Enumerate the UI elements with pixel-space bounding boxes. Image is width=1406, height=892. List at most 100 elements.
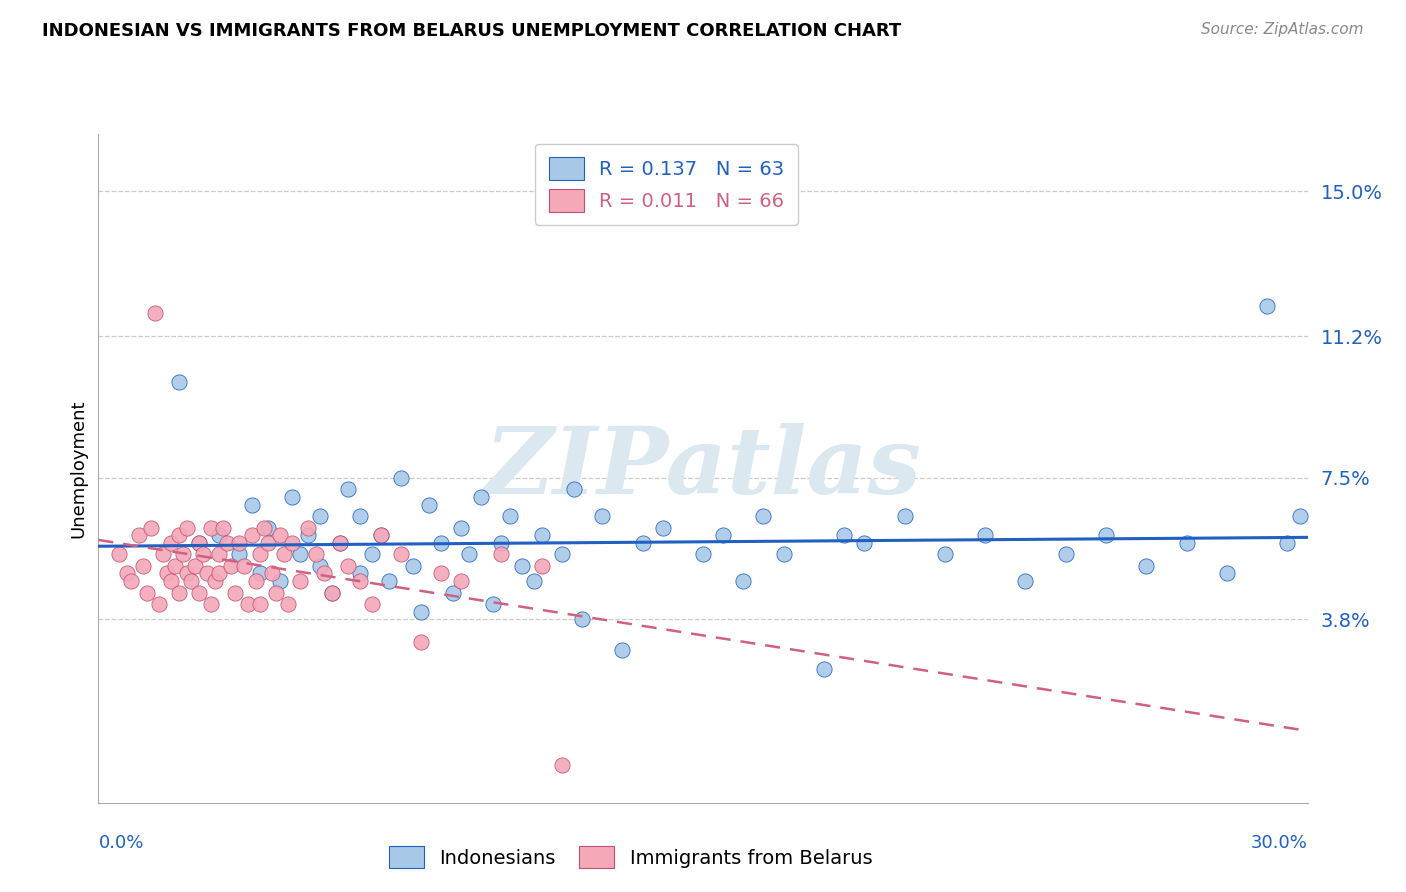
Point bbox=[458, 547, 481, 561]
Legend: Indonesians, Immigrants from Belarus: Indonesians, Immigrants from Belarus bbox=[377, 834, 884, 880]
Text: 30.0%: 30.0% bbox=[1251, 834, 1308, 852]
Point bbox=[240, 528, 263, 542]
Point bbox=[631, 536, 654, 550]
Point bbox=[236, 597, 259, 611]
Point bbox=[321, 585, 343, 599]
Point bbox=[228, 536, 250, 550]
Point bbox=[281, 490, 304, 504]
Point bbox=[148, 597, 170, 611]
Point bbox=[1256, 299, 1278, 313]
Point bbox=[195, 566, 218, 581]
Point bbox=[523, 574, 546, 588]
Point bbox=[297, 520, 319, 534]
Point bbox=[482, 597, 505, 611]
Point bbox=[1216, 566, 1239, 581]
Point bbox=[491, 547, 513, 561]
Point bbox=[217, 536, 239, 550]
Point bbox=[160, 574, 183, 588]
Point bbox=[221, 558, 243, 573]
Point bbox=[224, 585, 246, 599]
Point bbox=[470, 490, 492, 504]
Point bbox=[813, 662, 835, 676]
Point bbox=[249, 597, 271, 611]
Point bbox=[309, 558, 332, 573]
Point bbox=[361, 547, 384, 561]
Point bbox=[188, 536, 211, 550]
Point bbox=[208, 566, 231, 581]
Point bbox=[530, 528, 553, 542]
Point bbox=[409, 635, 432, 649]
Point bbox=[135, 585, 157, 599]
Point bbox=[188, 536, 211, 550]
Text: ZIPatlas: ZIPatlas bbox=[485, 424, 921, 513]
Point bbox=[208, 547, 231, 561]
Point bbox=[249, 547, 271, 561]
Point bbox=[498, 509, 520, 524]
Point bbox=[450, 520, 472, 534]
Point bbox=[349, 566, 371, 581]
Point bbox=[115, 566, 138, 581]
Point bbox=[772, 547, 794, 561]
Point bbox=[612, 643, 634, 657]
Point bbox=[269, 574, 291, 588]
Point bbox=[139, 520, 162, 534]
Point bbox=[253, 520, 276, 534]
Point bbox=[132, 558, 155, 573]
Point bbox=[1135, 558, 1157, 573]
Point bbox=[228, 547, 250, 561]
Point bbox=[530, 558, 553, 573]
Point bbox=[288, 547, 311, 561]
Point bbox=[551, 757, 574, 772]
Point bbox=[273, 547, 295, 561]
Point bbox=[389, 547, 412, 561]
Point bbox=[692, 547, 714, 561]
Point bbox=[212, 520, 235, 534]
Point bbox=[562, 483, 585, 497]
Point bbox=[1277, 536, 1299, 550]
Point bbox=[260, 566, 283, 581]
Point bbox=[200, 520, 222, 534]
Point bbox=[160, 536, 183, 550]
Point bbox=[349, 509, 371, 524]
Point bbox=[180, 574, 202, 588]
Point bbox=[329, 536, 352, 550]
Point bbox=[184, 558, 207, 573]
Point bbox=[551, 547, 574, 561]
Point bbox=[163, 558, 186, 573]
Point bbox=[1054, 547, 1077, 561]
Text: 0.0%: 0.0% bbox=[98, 834, 143, 852]
Point bbox=[733, 574, 755, 588]
Point bbox=[591, 509, 613, 524]
Point bbox=[167, 585, 190, 599]
Point bbox=[188, 585, 211, 599]
Point bbox=[167, 376, 190, 390]
Point bbox=[314, 566, 336, 581]
Point bbox=[337, 483, 360, 497]
Point bbox=[651, 520, 673, 534]
Point bbox=[571, 612, 593, 626]
Text: Source: ZipAtlas.com: Source: ZipAtlas.com bbox=[1201, 22, 1364, 37]
Point bbox=[240, 498, 263, 512]
Point bbox=[1175, 536, 1198, 550]
Point bbox=[1014, 574, 1036, 588]
Point bbox=[120, 574, 142, 588]
Point bbox=[389, 471, 412, 485]
Point bbox=[176, 520, 198, 534]
Point bbox=[176, 566, 198, 581]
Point bbox=[832, 528, 855, 542]
Point bbox=[232, 558, 254, 573]
Point bbox=[167, 528, 190, 542]
Point bbox=[264, 585, 287, 599]
Point bbox=[450, 574, 472, 588]
Point bbox=[974, 528, 997, 542]
Point bbox=[200, 597, 222, 611]
Point bbox=[172, 547, 194, 561]
Point bbox=[853, 536, 876, 550]
Point bbox=[370, 528, 392, 542]
Point bbox=[430, 536, 453, 550]
Point bbox=[269, 528, 291, 542]
Point bbox=[711, 528, 734, 542]
Point bbox=[107, 547, 129, 561]
Point bbox=[430, 566, 453, 581]
Point bbox=[193, 547, 215, 561]
